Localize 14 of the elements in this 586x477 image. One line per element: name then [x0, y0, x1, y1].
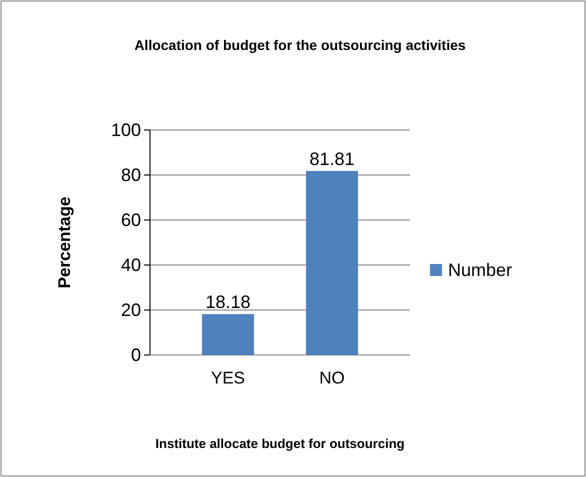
- chart-title: Allocation of budget for the outsourcing activities: [134, 37, 466, 53]
- y-tick-label: 0: [130, 344, 141, 365]
- y-tick-label: 80: [120, 164, 141, 185]
- x-tick-label: YES: [210, 368, 246, 388]
- y-tick-label: 60: [120, 210, 141, 230]
- data-label: 81.81: [309, 148, 355, 169]
- y-axis-title: Percentage: [55, 196, 74, 288]
- y-tick-label: 100: [110, 120, 141, 140]
- data-label: 18.18: [205, 292, 251, 312]
- legend-label: Number: [448, 260, 512, 280]
- x-axis-title: Institute allocate budget for outsourcing: [155, 436, 405, 451]
- y-tick-label: 40: [120, 254, 141, 275]
- x-tick-label: NO: [319, 368, 345, 388]
- y-tick-label: 20: [120, 300, 141, 320]
